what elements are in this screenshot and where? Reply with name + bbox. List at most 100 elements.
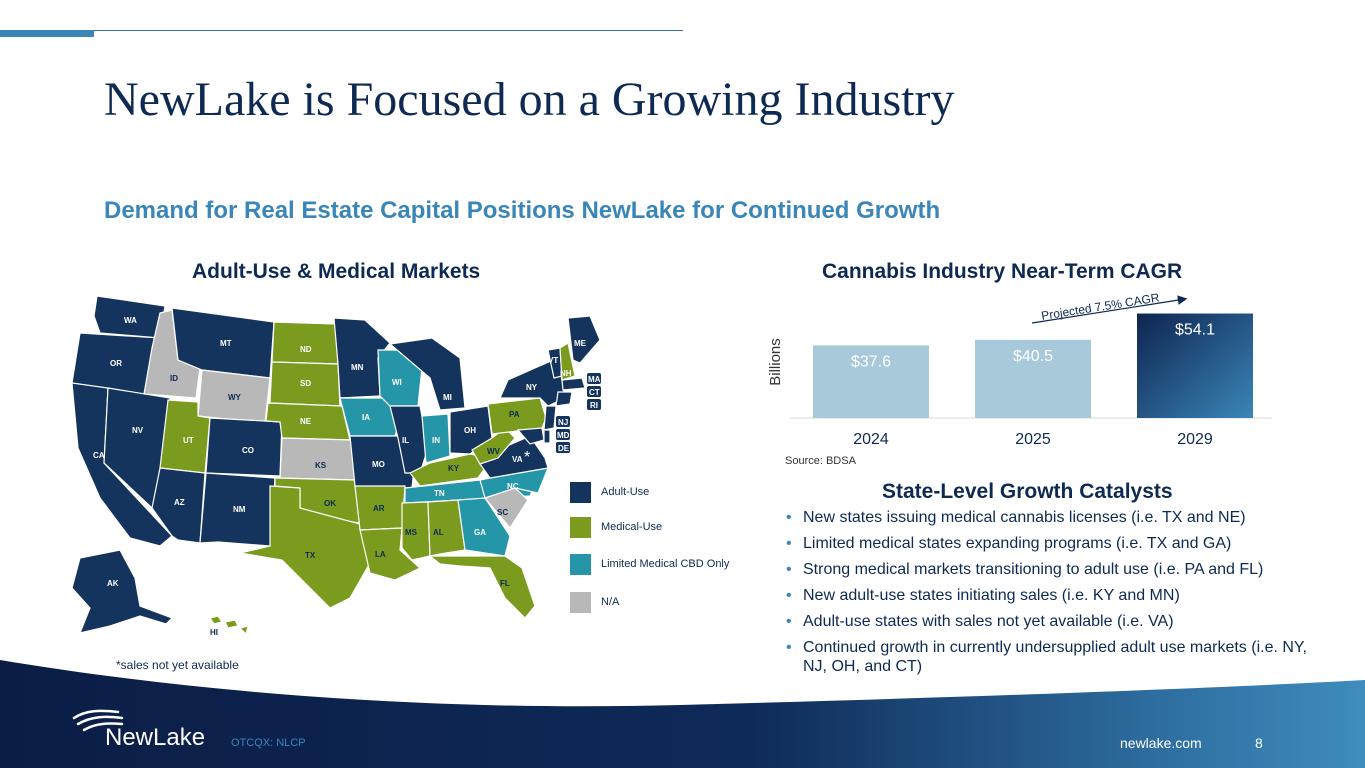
tag-ct — [587, 386, 601, 397]
list-item: Continued growth in currently undersuppl… — [786, 638, 1326, 676]
page-number: 8 — [1255, 735, 1263, 751]
x-tick-label: 2025 — [1015, 431, 1051, 448]
map-title: Adult-Use & Medical Markets — [192, 260, 481, 283]
label-la: LA — [375, 550, 386, 559]
label-ut: UT — [183, 436, 194, 445]
website-link[interactable]: newlake.com — [1120, 735, 1202, 751]
bar-2029 — [1137, 313, 1253, 418]
map-footnote: *sales not yet available — [116, 658, 239, 672]
ticker-symbol: OTCQX: NLCP — [231, 737, 306, 749]
label-me: ME — [574, 339, 587, 348]
label-sc: SC — [497, 508, 508, 517]
legend-label: Adult-Use — [601, 486, 650, 498]
label-md: MD — [557, 431, 570, 440]
catalysts-title: State-Level Growth Catalysts — [882, 480, 1173, 503]
label-ct: CT — [589, 388, 600, 397]
label-nv: NV — [132, 426, 144, 435]
label-or: OR — [110, 359, 122, 368]
label-mi: MI — [443, 393, 452, 402]
tag-nj — [556, 416, 570, 427]
label-oh: OH — [464, 426, 476, 435]
list-item: Adult-use states with sales not yet avai… — [786, 612, 1326, 631]
label-tn: TN — [434, 489, 445, 498]
state-al — [427, 499, 466, 557]
label-nd: ND — [300, 345, 312, 354]
legend-label: Medical-Use — [601, 521, 663, 533]
label-mt: MT — [220, 339, 232, 348]
list-item: New adult-use states initiating sales (i… — [786, 586, 1326, 605]
label-wv: WV — [487, 447, 501, 456]
list-item: New states issuing medical cannabis lice… — [786, 508, 1326, 527]
label-pa: PA — [509, 410, 520, 419]
state-nj — [543, 405, 557, 431]
cagr-bar-chart: Billions Projected 7.5% CAGR $37.62024$4… — [767, 290, 1272, 448]
cagr-arrow — [1031, 295, 1188, 324]
label-id: ID — [170, 374, 178, 383]
top-rule — [0, 30, 683, 31]
newlake-logo-text: NewLake — [105, 724, 206, 751]
label-ri: RI — [590, 401, 598, 410]
state-wa — [93, 295, 166, 339]
state-mi — [388, 337, 466, 411]
state-in — [421, 413, 451, 464]
label-vt: VT — [548, 356, 558, 365]
state-nh — [559, 342, 576, 381]
state-az — [151, 467, 206, 544]
state-tx — [239, 485, 371, 609]
label-ar: AR — [373, 504, 385, 513]
legend-swatch — [570, 517, 591, 538]
legend-swatch — [570, 592, 591, 613]
label-ca: CA — [93, 451, 105, 460]
tag-de — [556, 442, 570, 453]
label-wi: WI — [392, 378, 402, 387]
label-al: AL — [433, 528, 444, 537]
tag-ri — [587, 399, 601, 410]
legend-label: N/A — [601, 596, 620, 608]
label-ok: OK — [324, 499, 336, 508]
legend-label: Limited Medical CBD Only — [601, 558, 730, 570]
list-item: Limited medical states expanding program… — [786, 534, 1326, 553]
label-sd: SD — [300, 379, 311, 388]
newlake-logo-icon — [72, 709, 124, 732]
label-wy: WY — [228, 393, 242, 402]
label-nh: NH — [560, 369, 572, 378]
bar-value-label: $37.6 — [851, 353, 891, 370]
x-tick-label: 2024 — [853, 431, 889, 448]
chart-source: Source: BDSA — [785, 455, 856, 467]
label-co: CO — [242, 446, 254, 455]
list-item: Strong medical markets transitioning to … — [786, 560, 1326, 579]
x-tick-label: 2029 — [1177, 431, 1213, 448]
label-ms: MS — [405, 528, 418, 537]
top-accent-bar — [0, 30, 94, 37]
label-va: VA — [512, 455, 523, 464]
us-cannabis-map: WA OR CA NV ID MT WY UT AZ CO NM ND SD N… — [71, 295, 601, 637]
page-title: NewLake is Focused on a Growing Industry — [104, 73, 955, 126]
legend-swatch — [570, 554, 591, 575]
page-subtitle: Demand for Real Estate Capital Positions… — [104, 197, 941, 224]
chart-title: Cannabis Industry Near-Term CAGR — [822, 260, 1183, 283]
label-tx: TX — [305, 551, 316, 560]
label-nm: NM — [233, 505, 246, 514]
label-mn: MN — [351, 363, 364, 372]
state-ma — [561, 377, 586, 391]
bar-2024 — [813, 345, 929, 418]
tag-md — [556, 429, 570, 440]
label-ny: NY — [526, 383, 538, 392]
state-nm — [199, 472, 276, 547]
catalysts-list: New states issuing medical cannabis lice… — [786, 508, 1326, 683]
label-ks: KS — [315, 461, 327, 470]
state-de — [543, 429, 551, 444]
label-ak: AK — [107, 579, 119, 588]
va-asterisk: * — [524, 449, 530, 466]
label-ne: NE — [300, 417, 312, 426]
state-ms — [401, 501, 431, 561]
label-ky: KY — [448, 464, 460, 473]
bar-2025 — [975, 339, 1091, 418]
state-ak — [71, 549, 174, 634]
state-ga — [457, 497, 511, 557]
bar-value-label: $40.5 — [1013, 348, 1053, 365]
label-fl: FL — [500, 579, 510, 588]
label-mo: MO — [372, 460, 385, 469]
label-wa: WA — [124, 316, 137, 325]
